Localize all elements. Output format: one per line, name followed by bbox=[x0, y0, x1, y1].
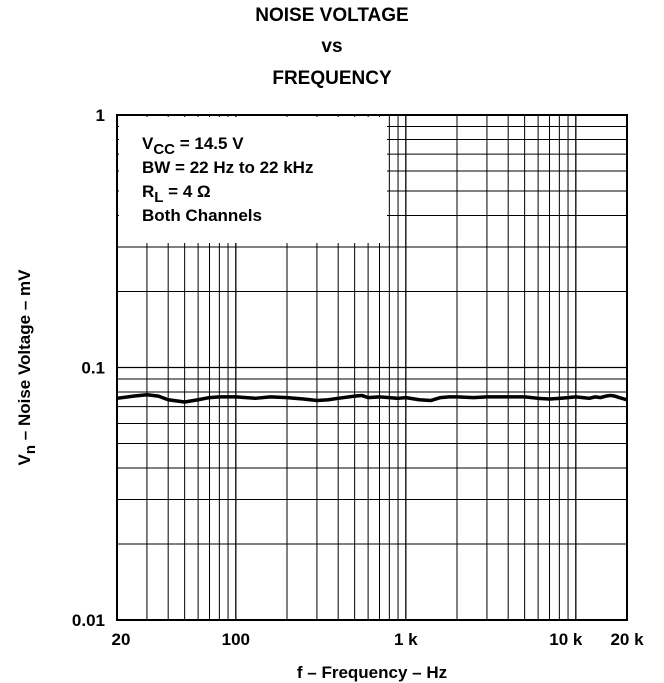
plot-frame bbox=[116, 114, 628, 621]
y-tick-label: 1 bbox=[96, 106, 105, 125]
legend-background bbox=[119, 117, 387, 243]
chart-title-line-2: vs bbox=[321, 36, 343, 57]
legend-line-1: VCC = 14.5 V bbox=[142, 134, 244, 158]
chart-title-line-1: NOISE VOLTAGE bbox=[255, 5, 409, 26]
noise-voltage-series-line bbox=[116, 393, 628, 404]
x-tick-label: 10 k bbox=[549, 630, 583, 649]
series-layer bbox=[116, 393, 628, 404]
chart-title-line-3: FREQUENCY bbox=[272, 68, 392, 89]
x-tick-label: 20 bbox=[112, 630, 131, 649]
legend-line-3: RL = 4 Ω bbox=[142, 182, 211, 206]
x-axis-label: f – Frequency – Hz bbox=[297, 663, 447, 682]
y-tick-label: 0.1 bbox=[81, 359, 105, 378]
x-tick-label: 100 bbox=[222, 630, 250, 649]
legend-line-4: Both Channels bbox=[142, 206, 262, 225]
y-tick-labels: 1 0.1 0.01 bbox=[72, 106, 105, 630]
x-tick-label: 1 k bbox=[394, 630, 418, 649]
x-tick-labels: 20 100 1 k 10 k 20 k bbox=[112, 630, 645, 649]
x-tick-label: 20 k bbox=[610, 630, 644, 649]
legend-line-2: BW = 22 Hz to 22 kHz bbox=[142, 158, 313, 177]
y-tick-label: 0.01 bbox=[72, 611, 105, 630]
legend-box: VCC = 14.5 VBW = 22 Hz to 22 kHz RL = 4 Ω… bbox=[119, 117, 387, 243]
y-axis-label: Vn – Noise Voltage – mV bbox=[15, 269, 38, 466]
